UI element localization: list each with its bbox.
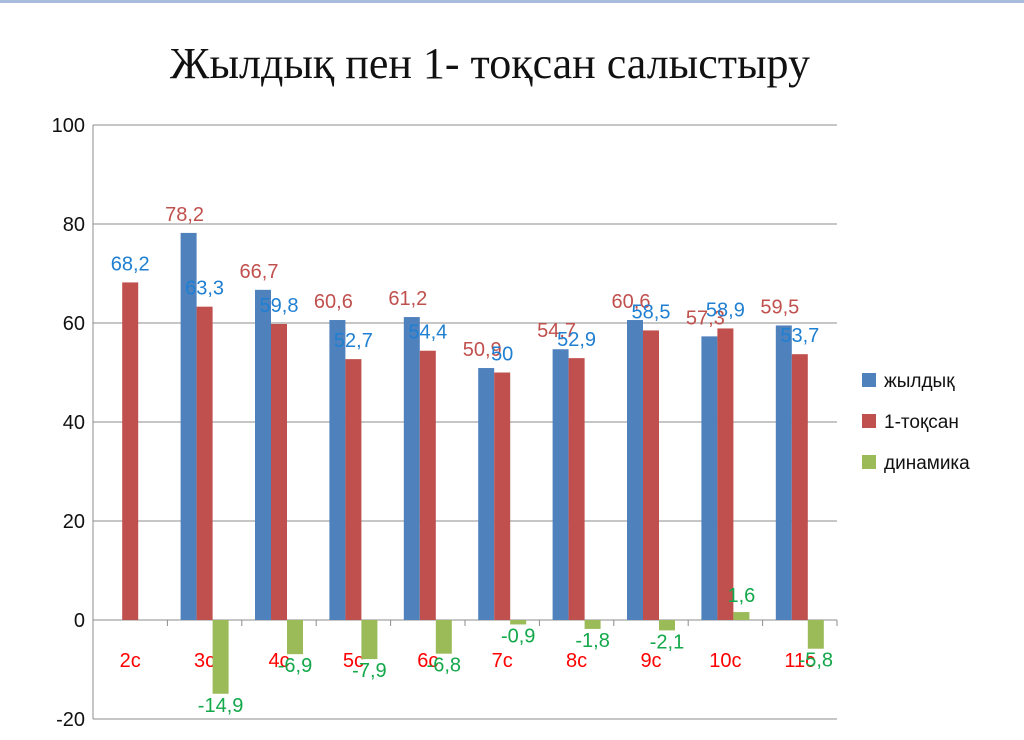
- bar-1-тоқсан: [122, 282, 139, 620]
- bar-1-тоқсан: [271, 323, 287, 620]
- bar-динамика: [733, 612, 750, 620]
- bar-динамика: [435, 620, 452, 654]
- bar-динамика: [510, 620, 527, 625]
- bar-1-тоқсан: [345, 359, 362, 620]
- data-label: 60,6: [612, 291, 651, 313]
- bar-1-тоқсан: [643, 330, 659, 620]
- data-label: 53,7: [780, 325, 819, 347]
- y-tick-label: 40: [63, 412, 85, 434]
- bar-жылдық: [701, 336, 718, 620]
- data-label: 58,5: [632, 301, 671, 323]
- y-tick-label: 100: [52, 115, 85, 137]
- x-category-label: 4с: [268, 650, 289, 672]
- data-label: -14,9: [198, 695, 244, 717]
- data-label: -2,1: [650, 631, 684, 653]
- bar-жылдық: [552, 349, 569, 620]
- legend-swatch: [862, 414, 876, 428]
- data-label: 50,9: [463, 339, 502, 361]
- data-label: 52,9: [557, 329, 596, 351]
- bar-1-тоқсан: [717, 328, 734, 620]
- legend-label: жылдық: [884, 371, 955, 392]
- data-label: 63,3: [185, 278, 224, 300]
- x-category-label: 3с: [194, 650, 215, 672]
- x-category-label: 6с: [417, 650, 438, 672]
- bar-жылдық: [329, 320, 346, 620]
- data-label: 66,7: [240, 261, 279, 283]
- data-label: 60,6: [314, 291, 353, 313]
- data-label: -5,8: [799, 650, 833, 672]
- data-label: 58,9: [706, 299, 745, 321]
- x-category-label: 8с: [566, 650, 587, 672]
- bar-динамика: [361, 620, 378, 660]
- y-tick-label: 20: [63, 511, 85, 533]
- x-category-label: 9с: [640, 650, 661, 672]
- top-rule: [0, 0, 1024, 3]
- bar-жылдық: [775, 325, 792, 620]
- y-tick-label: -20: [56, 709, 85, 731]
- legend-label: динамика: [884, 453, 970, 474]
- data-label: 50: [491, 344, 513, 366]
- bar-динамика: [659, 620, 675, 631]
- data-label: -6,8: [427, 655, 461, 677]
- data-label: 78,2: [165, 204, 204, 226]
- bar-жылдық: [403, 317, 420, 620]
- bar-жылдық: [255, 289, 271, 620]
- x-category-label: 10с: [709, 650, 741, 672]
- y-tick-label: 0: [74, 610, 85, 632]
- data-label: 68,2: [111, 253, 150, 275]
- x-category-label: 5с: [343, 650, 364, 672]
- bar-1-тоқсан: [196, 306, 213, 620]
- bar-жылдық: [180, 232, 197, 620]
- data-label: 54,4: [408, 322, 447, 344]
- data-label: 1,6: [727, 585, 755, 607]
- bar-динамика: [287, 620, 303, 655]
- legend-label: 1-тоқсан: [884, 412, 959, 433]
- bar-1-тоқсан: [494, 372, 511, 620]
- bar-жылдық: [478, 368, 495, 620]
- data-label: 59,5: [760, 296, 799, 318]
- data-label: -0,9: [501, 625, 535, 647]
- bar-динамика: [807, 620, 824, 649]
- y-tick-label: 80: [63, 214, 85, 236]
- bar-1-тоқсан: [568, 358, 585, 620]
- x-category-label: 7с: [492, 650, 513, 672]
- data-label: 59,8: [260, 295, 299, 317]
- data-label: 54,7: [537, 320, 576, 342]
- x-category-label: 11с: [784, 650, 815, 672]
- legend-swatch: [862, 455, 876, 469]
- data-label: -7,9: [352, 660, 386, 682]
- bar-1-тоқсан: [791, 354, 808, 620]
- bar-жылдық: [627, 320, 643, 620]
- data-label: 61,2: [388, 288, 427, 310]
- bar-динамика: [584, 620, 601, 629]
- chart-title: Жылдық пен 1- тоқсан салыстыру: [170, 39, 810, 88]
- data-label: -6,9: [278, 655, 312, 677]
- data-label: -1,8: [575, 630, 609, 652]
- y-tick-label: 60: [63, 313, 85, 335]
- x-category-label: 2с: [120, 650, 141, 672]
- bar-1-тоқсан: [419, 350, 436, 620]
- legend-swatch: [862, 373, 876, 387]
- data-label: 52,7: [334, 330, 373, 352]
- bar-динамика: [212, 620, 229, 694]
- data-label: 57,3: [686, 307, 725, 329]
